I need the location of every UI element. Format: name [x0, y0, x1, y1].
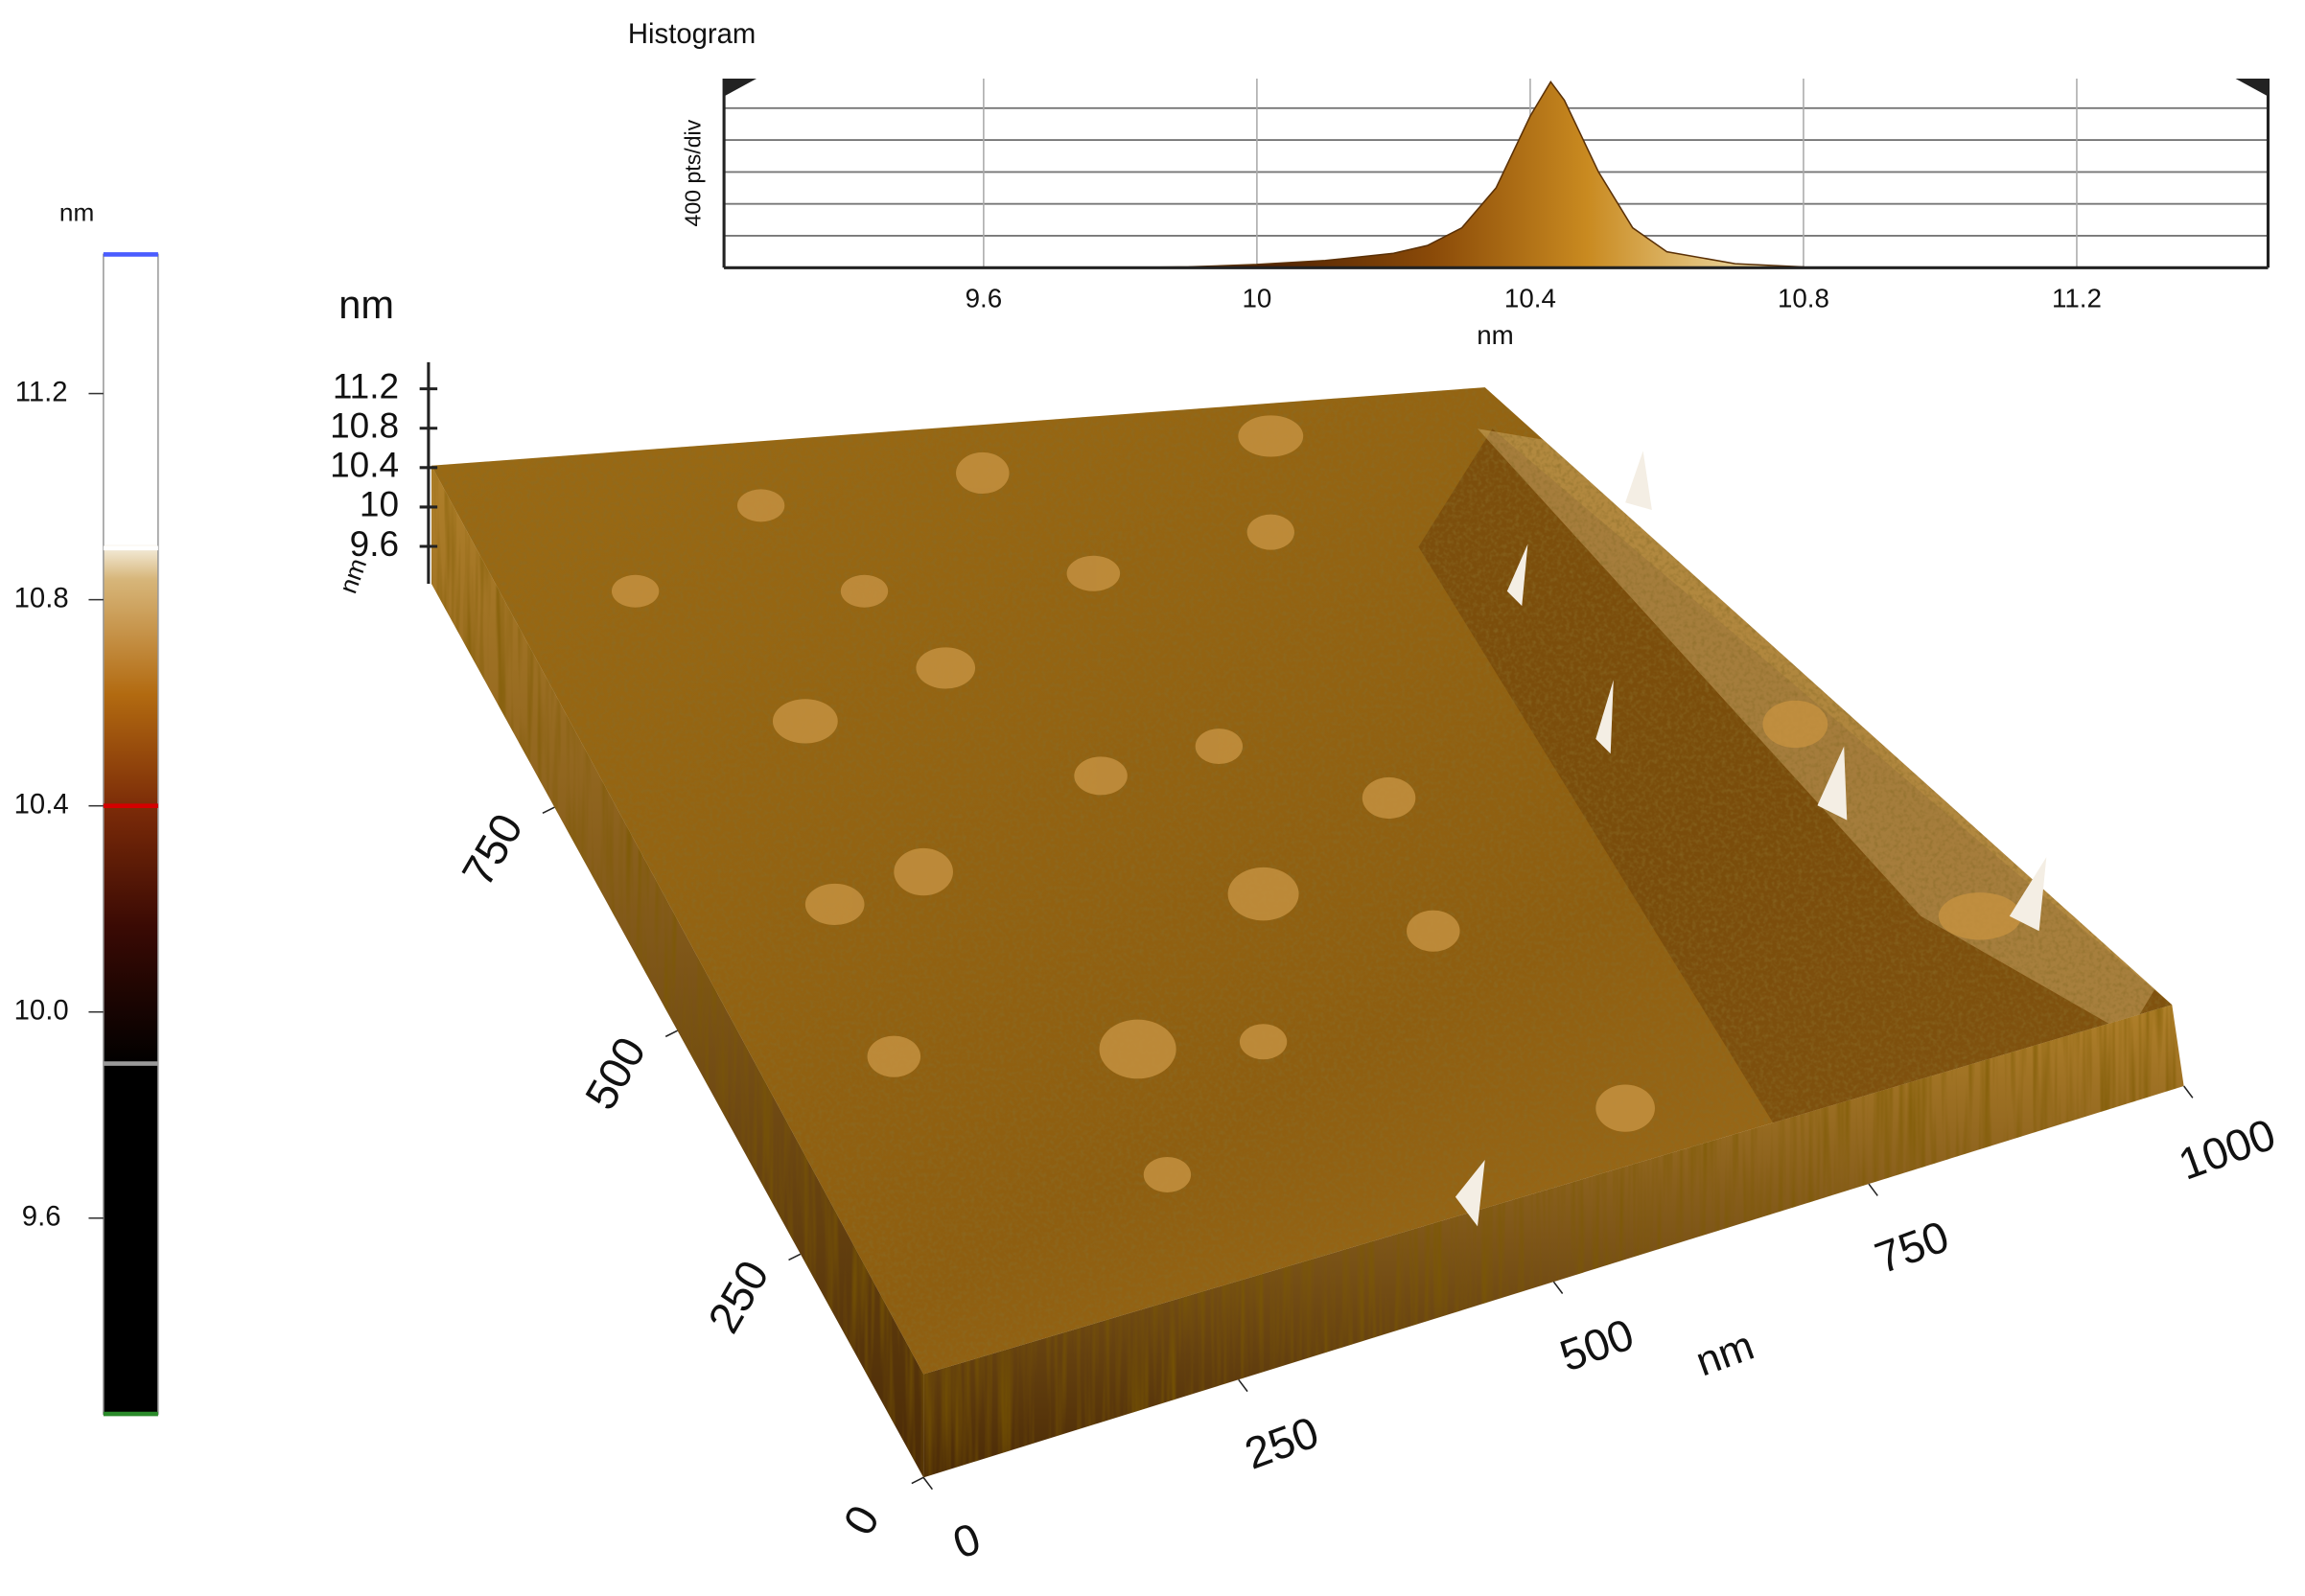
colorbar-fill — [103, 253, 159, 1415]
x-axis-label: nm — [1477, 320, 1514, 350]
y-tick-label: 0 — [833, 1497, 889, 1543]
x-tick-label: 1000 — [2172, 1109, 2281, 1190]
y-tick — [911, 1476, 924, 1485]
x-tick — [2183, 1085, 2194, 1099]
histogram-area — [1120, 80, 1804, 269]
z-tick-label: 10 — [360, 485, 399, 524]
surface-bumps — [611, 415, 2022, 1192]
histogram: Histogram 9.6 10 10.4 10.8 11.2 nm 400 pts/div — [628, 19, 2270, 350]
z-tick-label: 9.6 — [350, 524, 399, 564]
x-tick-label: 10 — [1242, 284, 1271, 313]
z-tick-label: 10.8 — [330, 405, 399, 445]
colorbar-tick-label: 9.6 — [22, 1202, 61, 1233]
x-tick — [922, 1476, 934, 1491]
histogram-title: Histogram — [628, 19, 756, 50]
z-tick-label: 11.2 — [333, 366, 399, 405]
surface-spikes — [1455, 451, 2047, 1227]
y-axis-label: 400 pts/div — [680, 119, 705, 226]
x-tick-label: 500 — [1553, 1308, 1640, 1380]
colorbar-tick-label: 10.4 — [14, 789, 69, 820]
x-tick-label: 750 — [1869, 1211, 1955, 1283]
y-tick-label: 250 — [698, 1252, 779, 1341]
x-tick — [1868, 1183, 1878, 1196]
y-tick — [788, 1253, 802, 1261]
colorbar-unit: nm — [59, 198, 94, 227]
x-tick-label: 9.6 — [966, 284, 1003, 313]
y-tick-label: 500 — [575, 1029, 656, 1118]
range-handle — [724, 79, 757, 97]
z-tick-label: 10.4 — [330, 446, 399, 485]
x-tick-label: 0 — [946, 1513, 987, 1568]
surface-render — [431, 387, 2184, 1478]
x-axis-label: nm — [1690, 1323, 1760, 1386]
y-tick — [542, 806, 555, 814]
y-tick-label: 750 — [453, 805, 533, 894]
x-tick — [1238, 1378, 1248, 1393]
x-tick-label: 11.2 — [2052, 284, 2102, 313]
colorbar-tick-label: 10.8 — [14, 583, 69, 613]
x-tick-label: 10.4 — [1504, 284, 1556, 313]
colorbar-tick-label: 10.0 — [14, 995, 69, 1026]
x-tick — [1552, 1281, 1564, 1294]
colorbar: nm 11.2 10.8 10.4 10.0 9.6 — [14, 198, 159, 1417]
colorbar-tick-label: 11.2 — [15, 377, 68, 407]
z-axis-label: nm — [338, 282, 394, 327]
range-handle — [2235, 79, 2269, 97]
x-tick-label: 250 — [1239, 1406, 1325, 1478]
y-tick — [664, 1029, 678, 1038]
x-tick-label: 10.8 — [1778, 284, 1829, 313]
